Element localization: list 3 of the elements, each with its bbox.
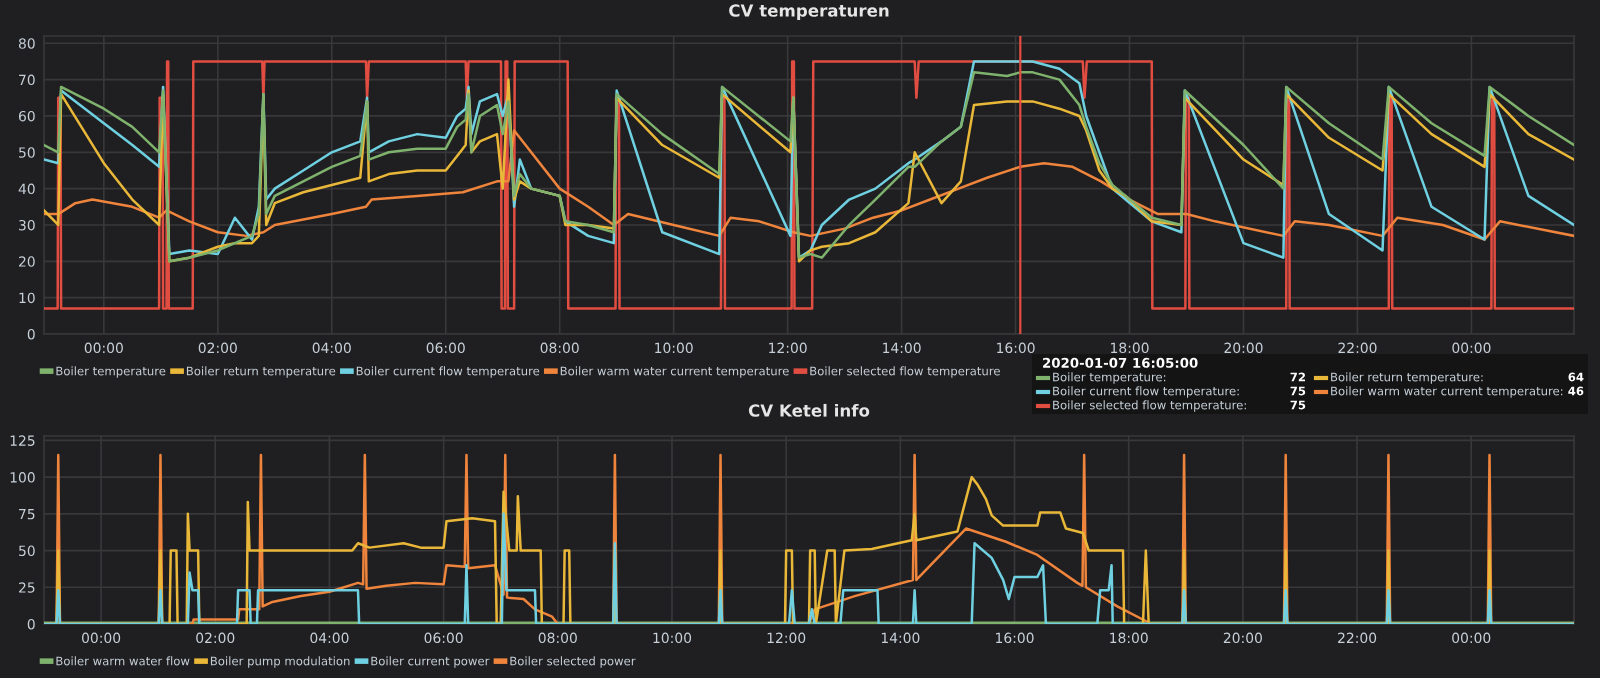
chart-title: CV Ketel info (748, 403, 870, 417)
line-series (44, 129, 1574, 241)
chart-title: CV temperaturen (729, 4, 889, 21)
